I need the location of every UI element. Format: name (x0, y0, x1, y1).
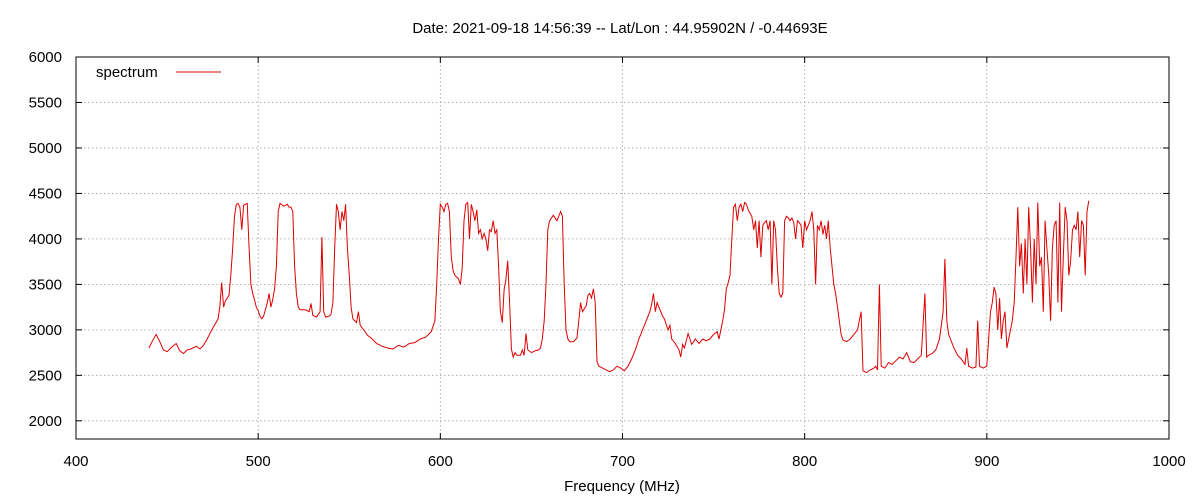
x-tick-labels: 400 500 600 700 800 900 1000 (63, 453, 1185, 470)
y-tick-label: 4000 (29, 231, 62, 248)
chart-title: Date: 2021-09-18 14:56:39 -- Lat/Lon : 4… (412, 20, 827, 37)
x-tick-label: 900 (974, 453, 999, 470)
y-tick-label: 5000 (29, 140, 62, 157)
y-tick-label: 3000 (29, 322, 62, 339)
plot-frame (75, 56, 1170, 440)
y-tick-label: 6000 (29, 49, 62, 66)
x-tick-label: 700 (610, 453, 635, 470)
x-tick-label: 400 (63, 453, 88, 470)
grid-lines (76, 57, 1169, 439)
x-tick-label: 600 (428, 453, 453, 470)
y-tick-label: 5500 (29, 94, 62, 111)
y-tick-label: 2500 (29, 367, 62, 384)
spectrum-series-line (148, 200, 1090, 374)
x-tick-label: 1000 (1152, 453, 1185, 470)
y-tick-label: 4500 (29, 185, 62, 202)
x-tick-label: 500 (246, 453, 271, 470)
x-axis-label: Frequency (MHz) (564, 478, 680, 495)
legend: spectrum (96, 64, 221, 81)
x-tick-label: 800 (792, 453, 817, 470)
y-tick-label: 3500 (29, 276, 62, 293)
legend-label-spectrum: spectrum (96, 64, 158, 81)
y-tick-labels: 2000 2500 3000 3500 4000 4500 5000 5500 6000 (29, 49, 62, 430)
y-tick-label: 2000 (29, 413, 62, 430)
